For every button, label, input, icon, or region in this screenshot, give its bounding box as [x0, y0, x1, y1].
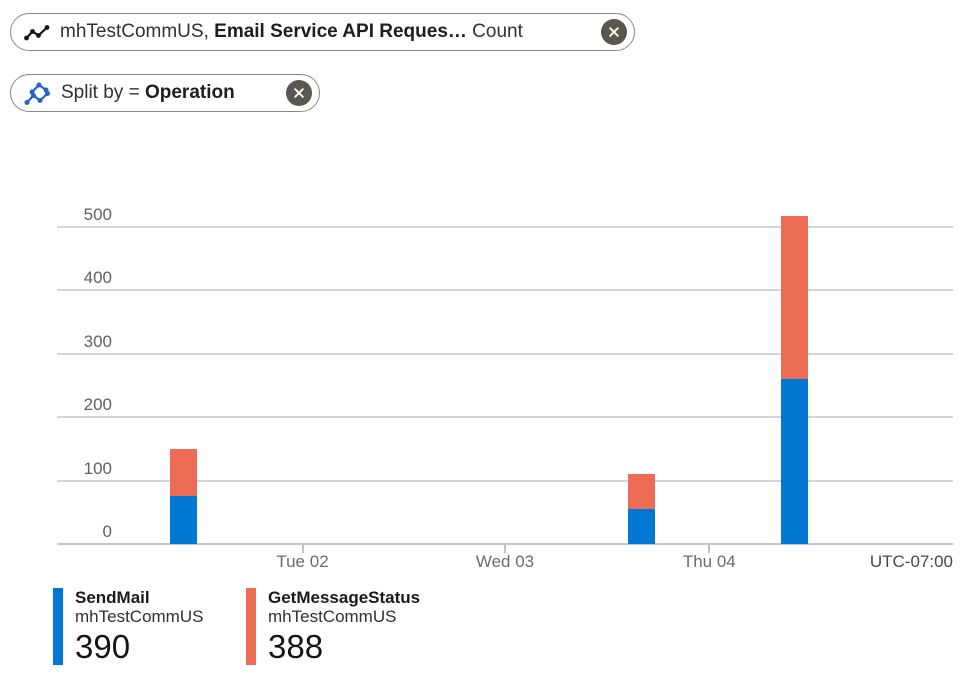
gridline-200 — [57, 416, 953, 419]
legend-swatch-sendmail — [53, 588, 63, 665]
legend-series-name: SendMail — [75, 588, 150, 607]
split-pill-value: Operation — [144, 82, 235, 103]
split-pill-prefix: Split by = — [61, 82, 145, 103]
x-axis-tick-0 — [301, 544, 304, 553]
legend-series-total: 388 — [268, 628, 324, 666]
bar-2-segment-sendmail[interactable] — [780, 379, 808, 544]
timezone-label: UTC-07:00 — [869, 552, 953, 571]
x-axis-label-2: Thu 04 — [682, 552, 736, 571]
bar-2-segment-getmessagestatus[interactable] — [780, 215, 808, 380]
split-by-icon — [24, 82, 50, 105]
line-chart-icon — [24, 25, 50, 41]
y-axis-label-100: 100 — [83, 458, 112, 478]
x-axis-tick-2 — [708, 544, 711, 553]
y-axis-label-200: 200 — [83, 395, 112, 415]
legend-text-block: GetMessageStatus mhTestCommUS 388 — [268, 588, 420, 666]
split-pill-label: Split by = Operation — [61, 82, 235, 104]
y-axis-label-0: 0 — [102, 522, 112, 541]
bar-0-segment-getmessagestatus[interactable] — [169, 448, 197, 497]
metric-pill-label: mhTestCommUS, Email Service API Reques… … — [60, 21, 523, 43]
legend-swatch-getmessagestatus — [246, 588, 256, 665]
x-axis-label-1: Wed 03 — [475, 552, 535, 571]
bar-1-segment-getmessagestatus[interactable] — [627, 474, 655, 510]
legend-series-resource: mhTestCommUS — [75, 607, 204, 627]
y-axis-label-500: 500 — [83, 205, 112, 224]
legend-item-sendmail[interactable]: SendMail mhTestCommUS 390 — [53, 588, 203, 666]
legend-item-getmessagestatus[interactable]: GetMessageStatus mhTestCommUS 388 — [246, 588, 420, 666]
close-icon — [609, 27, 619, 37]
legend-text-block: SendMail mhTestCommUS 390 — [75, 588, 203, 666]
gridline-100 — [57, 479, 953, 482]
metric-pill-aggregation: Count — [466, 21, 523, 42]
split-by-filter-pill[interactable]: Split by = Operation — [10, 74, 320, 112]
legend-series-total: 390 — [75, 628, 131, 666]
close-icon — [294, 88, 304, 98]
x-axis-tick-1 — [504, 544, 506, 553]
remove-split-button[interactable] — [286, 80, 312, 106]
gridline-400 — [57, 289, 953, 292]
bar-1-segment-sendmail[interactable] — [627, 509, 655, 544]
gridline-500 — [57, 226, 953, 228]
x-axis-label-0: Tue 02 — [276, 552, 329, 571]
metric-pill-metric-name: Email Service API Reques… — [214, 21, 467, 42]
remove-metric-button[interactable] — [601, 19, 627, 45]
bar-0-segment-sendmail[interactable] — [169, 496, 197, 544]
y-axis-label-400: 400 — [83, 268, 112, 288]
legend-series-name: GetMessageStatus — [268, 588, 421, 607]
metric-pill-resource: mhTestCommUS, — [60, 21, 215, 42]
gridline-300 — [57, 352, 953, 355]
plot-area: 0 100 200 300 400 500 Tue 02 Wed 03 Thu 04 UTC-07… — [57, 193, 953, 571]
metric-filter-pill[interactable]: mhTestCommUS, Email Service API Reques… … — [10, 13, 635, 51]
legend-series-resource: mhTestCommUS — [268, 607, 397, 627]
y-axis-label-300: 300 — [83, 331, 112, 351]
